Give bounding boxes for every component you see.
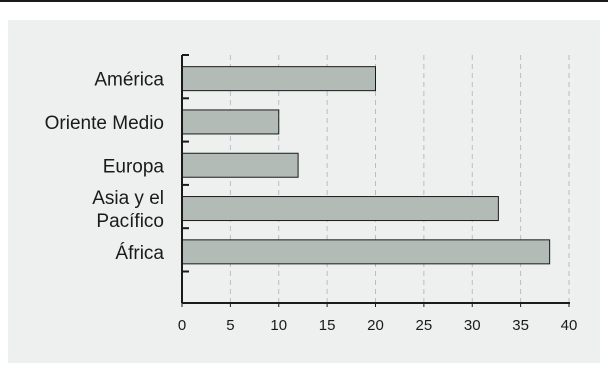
category-label-2: Europa (103, 156, 165, 177)
bar-1 (181, 109, 280, 135)
bars-layer (181, 66, 551, 265)
bar-4 (181, 239, 551, 265)
category-label-1: Oriente Medio (45, 113, 164, 134)
x-tick-label-20: 20 (367, 317, 384, 334)
category-label-4: África (115, 243, 164, 264)
bar-2 (181, 152, 299, 178)
category-labels: América Oriente Medio Europa Asia y el Pacíf… (45, 70, 165, 264)
bar-3 (181, 196, 499, 222)
x-tick-label-25: 25 (416, 317, 433, 334)
x-tick-label-35: 35 (512, 317, 529, 334)
category-label-3: Asia y el Pacífico (92, 188, 164, 232)
top-rule (0, 0, 608, 2)
x-tick-label-5: 5 (226, 317, 234, 334)
x-tick-label-0: 0 (178, 317, 186, 334)
x-tick-label-40: 40 (561, 317, 578, 334)
x-tick-label-10: 10 (270, 317, 287, 334)
x-tick-label-30: 30 (464, 317, 481, 334)
axis-layer (181, 54, 570, 307)
x-tick-labels: 0 5 10 15 20 25 30 35 40 (178, 317, 578, 334)
grid-layer (229, 55, 570, 303)
category-label-0: América (94, 70, 164, 91)
bar-0 (181, 66, 376, 92)
x-tick-label-15: 15 (319, 317, 336, 334)
